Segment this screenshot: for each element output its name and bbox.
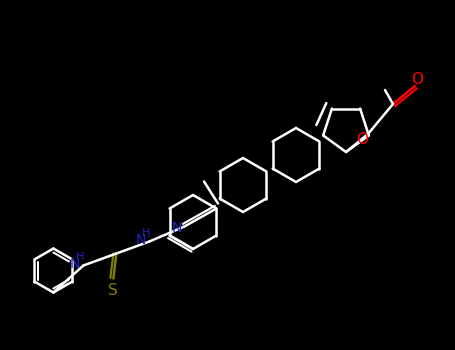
Text: O: O [356,132,368,147]
Text: N: N [171,220,182,234]
Text: S: S [107,283,117,298]
Text: H: H [76,252,85,261]
Text: N: N [69,258,80,272]
Text: H: H [142,228,151,238]
Text: N: N [135,233,146,247]
Text: O: O [411,72,423,88]
